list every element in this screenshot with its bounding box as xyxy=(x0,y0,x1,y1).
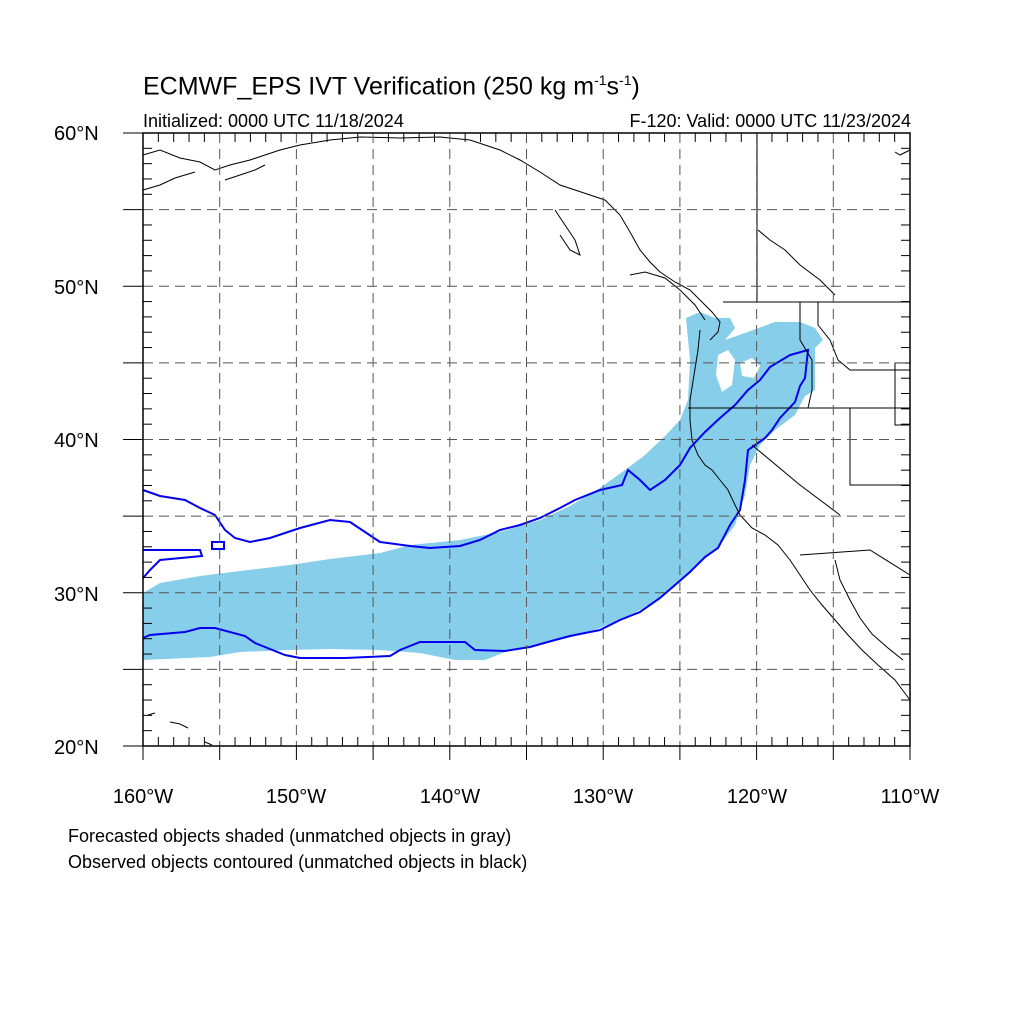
footer-forecast-note: Forecasted objects shaded (unmatched obj… xyxy=(68,826,512,846)
lat-label-20n: 20°N xyxy=(54,737,99,759)
lat-label-60n: 60°N xyxy=(54,123,99,145)
initialized-label: Initialized: 0000 UTC 11/18/2024 xyxy=(143,111,404,131)
map-title: ECMWF_EPS IVT Verification (250 kg m-1s-… xyxy=(143,72,640,101)
lon-label-160w: 160°W xyxy=(112,786,174,808)
forecast-object-shaded xyxy=(143,312,823,660)
observed-object-contour-small xyxy=(211,541,225,550)
political-boundaries xyxy=(688,133,911,576)
lon-label-120w: 120°W xyxy=(726,786,788,808)
lat-label-50n: 50°N xyxy=(54,277,99,299)
observed-object-contour xyxy=(142,348,810,659)
lon-label-110w: 110°W xyxy=(880,786,940,808)
lat-label-30n: 30°N xyxy=(54,584,99,606)
lon-label-140w: 140°W xyxy=(419,786,481,808)
lon-label-130w: 130°W xyxy=(572,786,634,808)
footer-observed-note: Observed objects contoured (unmatched ob… xyxy=(68,852,528,872)
map-frame xyxy=(142,132,911,747)
observed-object-contour xyxy=(142,549,204,579)
coastlines xyxy=(142,136,911,746)
forecast-gap xyxy=(716,350,735,392)
lon-label-150w: 150°W xyxy=(265,786,327,808)
valid-time-label: F-120: Valid: 0000 UTC 11/23/2024 xyxy=(629,111,911,131)
lat-label-40n: 40°N xyxy=(54,430,99,452)
